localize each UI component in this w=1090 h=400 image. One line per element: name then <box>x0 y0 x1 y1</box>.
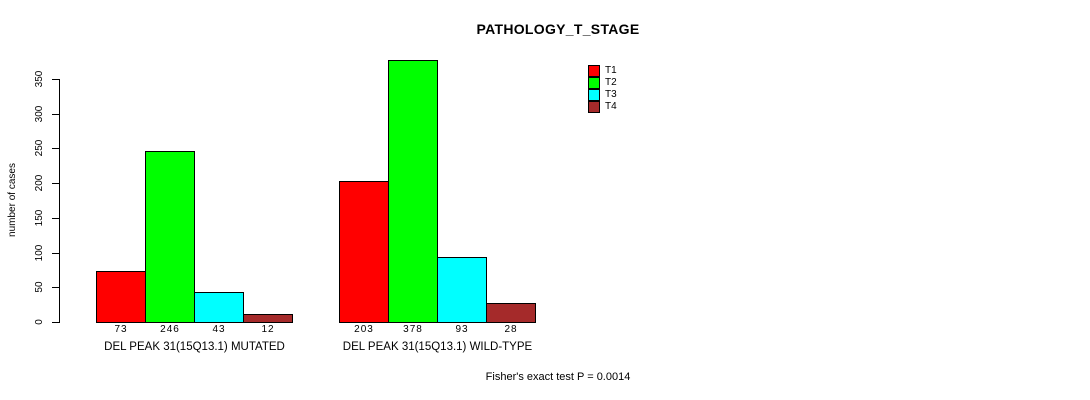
y-axis-tick <box>52 148 59 149</box>
legend-swatch-t2 <box>588 77 600 89</box>
bar-value-label: 93 <box>455 324 469 335</box>
bar-t2-group2 <box>388 60 438 323</box>
legend: T1 T2 T3 T4 <box>588 65 617 113</box>
bar-t4-group2 <box>486 303 536 323</box>
bar-t2-group1 <box>145 151 195 323</box>
bar-value-label: 28 <box>504 324 518 335</box>
y-axis-tick-label: 0 <box>34 319 45 325</box>
y-axis-tick <box>52 79 59 80</box>
legend-label: T1 <box>605 65 617 76</box>
bar-value-label: 246 <box>160 324 180 335</box>
bar-value-label: 378 <box>403 324 423 335</box>
fisher-test-annotation: Fisher's exact test P = 0.0014 <box>485 371 631 383</box>
bar-value-label: 203 <box>354 324 374 335</box>
bar-value-label: 73 <box>114 324 128 335</box>
bar-value-label: 12 <box>261 324 275 335</box>
y-axis-tick <box>52 183 59 184</box>
y-axis-title: number of cases <box>7 163 18 237</box>
legend-label: T4 <box>605 101 617 112</box>
x-axis-group-label: DEL PEAK 31(15Q13.1) MUTATED <box>104 341 285 353</box>
chart-title: PATHOLOGY_T_STAGE <box>476 21 640 37</box>
y-axis-tick <box>52 287 59 288</box>
legend-swatch-t4 <box>588 101 600 113</box>
y-axis-tick-label: 150 <box>34 209 45 227</box>
bar-t1-group2 <box>339 181 389 323</box>
legend-item-t4: T4 <box>588 101 617 113</box>
legend-item-t2: T2 <box>588 77 617 89</box>
bar-t3-group2 <box>437 257 487 323</box>
bar-value-label: 43 <box>212 324 226 335</box>
y-axis-line <box>59 79 60 323</box>
legend-item-t3: T3 <box>588 89 617 101</box>
legend-item-t1: T1 <box>588 65 617 77</box>
y-axis-tick <box>52 253 59 254</box>
bar-t3-group1 <box>194 292 244 323</box>
y-axis-tick-label: 50 <box>34 281 45 293</box>
y-axis-tick-label: 200 <box>34 174 45 192</box>
x-axis-group-label: DEL PEAK 31(15Q13.1) WILD-TYPE <box>342 341 533 353</box>
legend-label: T2 <box>605 77 617 88</box>
y-axis-tick-label: 350 <box>34 70 45 88</box>
y-axis-tick-label: 100 <box>34 244 45 262</box>
y-axis-tick-label: 250 <box>34 139 45 157</box>
bar-t1-group1 <box>96 271 146 323</box>
y-axis-tick <box>52 218 59 219</box>
y-axis-tick-label: 300 <box>34 105 45 123</box>
y-axis-tick <box>52 322 59 323</box>
legend-swatch-t3 <box>588 89 600 101</box>
legend-swatch-t1 <box>588 65 600 77</box>
bar-t4-group1 <box>243 314 293 323</box>
legend-label: T3 <box>605 89 617 100</box>
y-axis-tick <box>52 114 59 115</box>
